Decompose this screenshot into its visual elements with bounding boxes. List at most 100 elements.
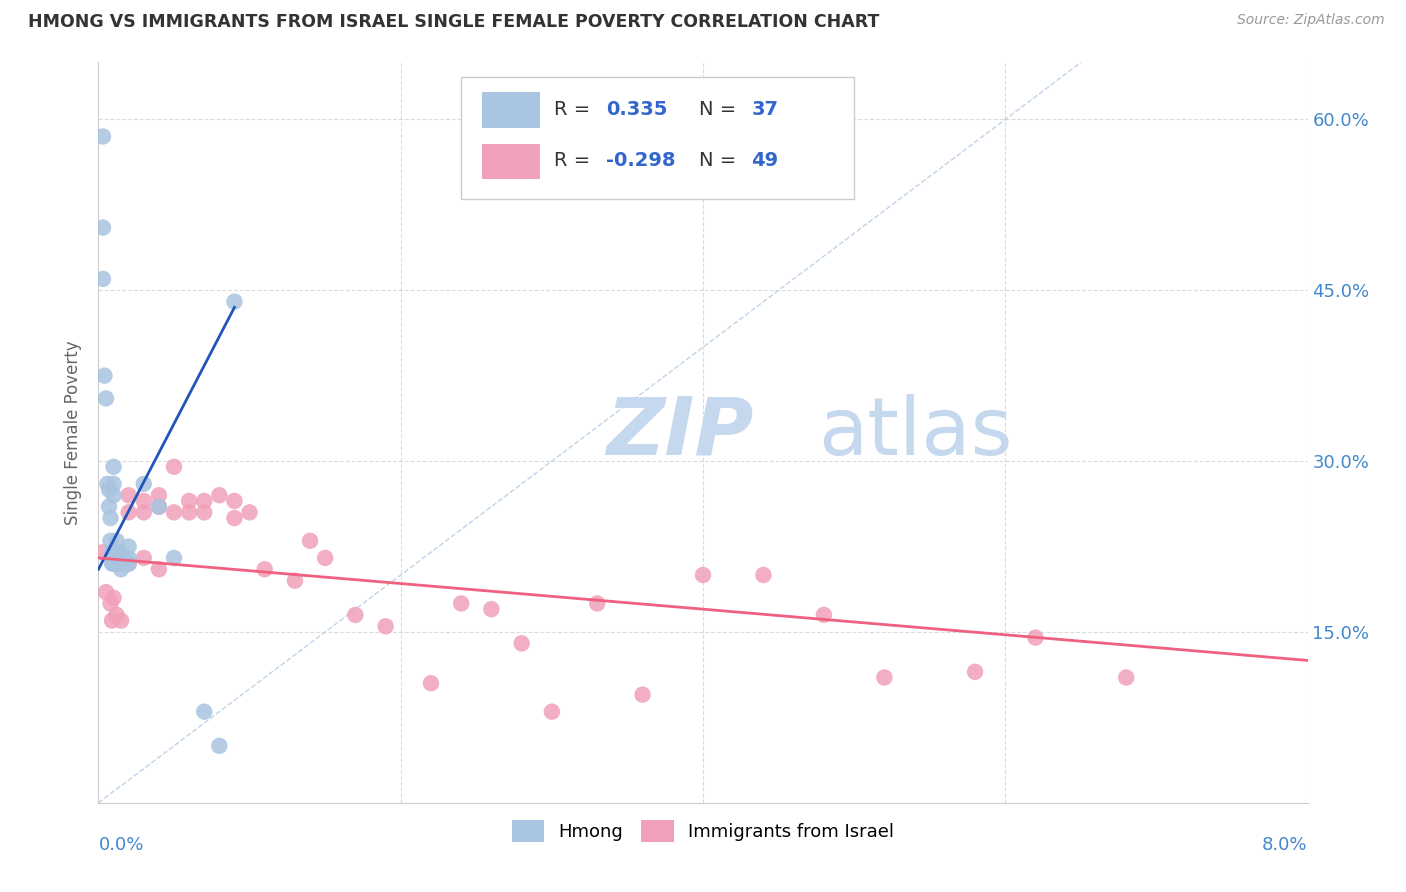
Point — [148, 562, 170, 576]
Point — [101, 545, 124, 559]
Point — [110, 614, 132, 628]
Point — [163, 505, 186, 519]
Point — [91, 545, 114, 559]
Point — [284, 574, 307, 588]
Point — [105, 545, 128, 559]
Point — [107, 550, 129, 565]
Point — [112, 550, 135, 565]
Point — [108, 545, 131, 559]
Point — [91, 272, 114, 286]
Legend: Hmong, Immigrants from Israel: Hmong, Immigrants from Israel — [505, 813, 901, 849]
Point — [101, 557, 124, 571]
Point — [163, 550, 186, 565]
Point — [98, 483, 121, 497]
Bar — [482, 144, 540, 179]
Point — [107, 545, 129, 559]
Point — [103, 557, 125, 571]
Text: 0.0%: 0.0% — [98, 836, 143, 855]
Point — [239, 505, 262, 519]
Text: ZIP: ZIP — [606, 393, 754, 472]
Point — [224, 494, 246, 508]
Point — [100, 511, 122, 525]
Point — [96, 476, 118, 491]
Point — [374, 619, 396, 633]
Text: 8.0%: 8.0% — [1263, 836, 1308, 855]
Text: R =: R = — [554, 100, 596, 119]
Point — [98, 500, 121, 514]
Point — [208, 488, 231, 502]
Point — [344, 607, 367, 622]
Text: atlas: atlas — [818, 393, 1012, 472]
Point — [224, 294, 246, 309]
Text: 0.335: 0.335 — [606, 100, 668, 119]
Point — [101, 614, 124, 628]
Text: -0.298: -0.298 — [606, 152, 676, 170]
Bar — [482, 92, 540, 128]
Point — [224, 511, 246, 525]
Text: R =: R = — [554, 152, 596, 170]
Point — [103, 476, 125, 491]
Point — [148, 500, 170, 514]
Point — [91, 220, 114, 235]
Point — [420, 676, 443, 690]
Point — [103, 459, 125, 474]
Point — [105, 607, 128, 622]
Point — [132, 550, 155, 565]
Point — [103, 545, 125, 559]
Point — [631, 688, 654, 702]
Point — [118, 557, 141, 571]
Point — [111, 550, 134, 565]
Point — [105, 533, 128, 548]
Point — [132, 494, 155, 508]
Point — [118, 488, 141, 502]
Point — [111, 550, 134, 565]
Text: N =: N = — [699, 152, 742, 170]
Point — [118, 550, 141, 565]
Point — [148, 500, 170, 514]
Point — [450, 597, 472, 611]
Text: HMONG VS IMMIGRANTS FROM ISRAEL SINGLE FEMALE POVERTY CORRELATION CHART: HMONG VS IMMIGRANTS FROM ISRAEL SINGLE F… — [28, 13, 880, 31]
Point — [813, 607, 835, 622]
Point — [110, 557, 132, 571]
Point — [118, 540, 141, 554]
Point — [510, 636, 533, 650]
Point — [94, 585, 117, 599]
Point — [193, 494, 215, 508]
Point — [208, 739, 231, 753]
Point — [118, 505, 141, 519]
Point — [132, 505, 155, 519]
Point — [540, 705, 562, 719]
Point — [1115, 671, 1137, 685]
Point — [110, 562, 132, 576]
Point — [94, 392, 117, 406]
Point — [193, 705, 215, 719]
Text: 49: 49 — [751, 152, 779, 170]
Point — [107, 550, 129, 565]
Point — [103, 591, 125, 605]
Text: Source: ZipAtlas.com: Source: ZipAtlas.com — [1237, 13, 1385, 28]
Point — [118, 557, 141, 571]
Point — [100, 597, 122, 611]
Point — [1025, 631, 1047, 645]
Point — [179, 505, 201, 519]
Point — [108, 550, 131, 565]
Y-axis label: Single Female Poverty: Single Female Poverty — [65, 341, 83, 524]
Point — [314, 550, 336, 565]
Point — [965, 665, 987, 679]
Point — [100, 533, 122, 548]
Point — [91, 129, 114, 144]
Point — [873, 671, 896, 685]
Point — [111, 557, 134, 571]
Point — [179, 494, 201, 508]
Point — [103, 488, 125, 502]
Point — [193, 505, 215, 519]
Point — [93, 368, 115, 383]
Point — [299, 533, 322, 548]
Point — [481, 602, 503, 616]
Point — [752, 568, 775, 582]
FancyBboxPatch shape — [461, 78, 855, 200]
Point — [132, 476, 155, 491]
Text: N =: N = — [699, 100, 742, 119]
Point — [163, 459, 186, 474]
Point — [103, 545, 125, 559]
